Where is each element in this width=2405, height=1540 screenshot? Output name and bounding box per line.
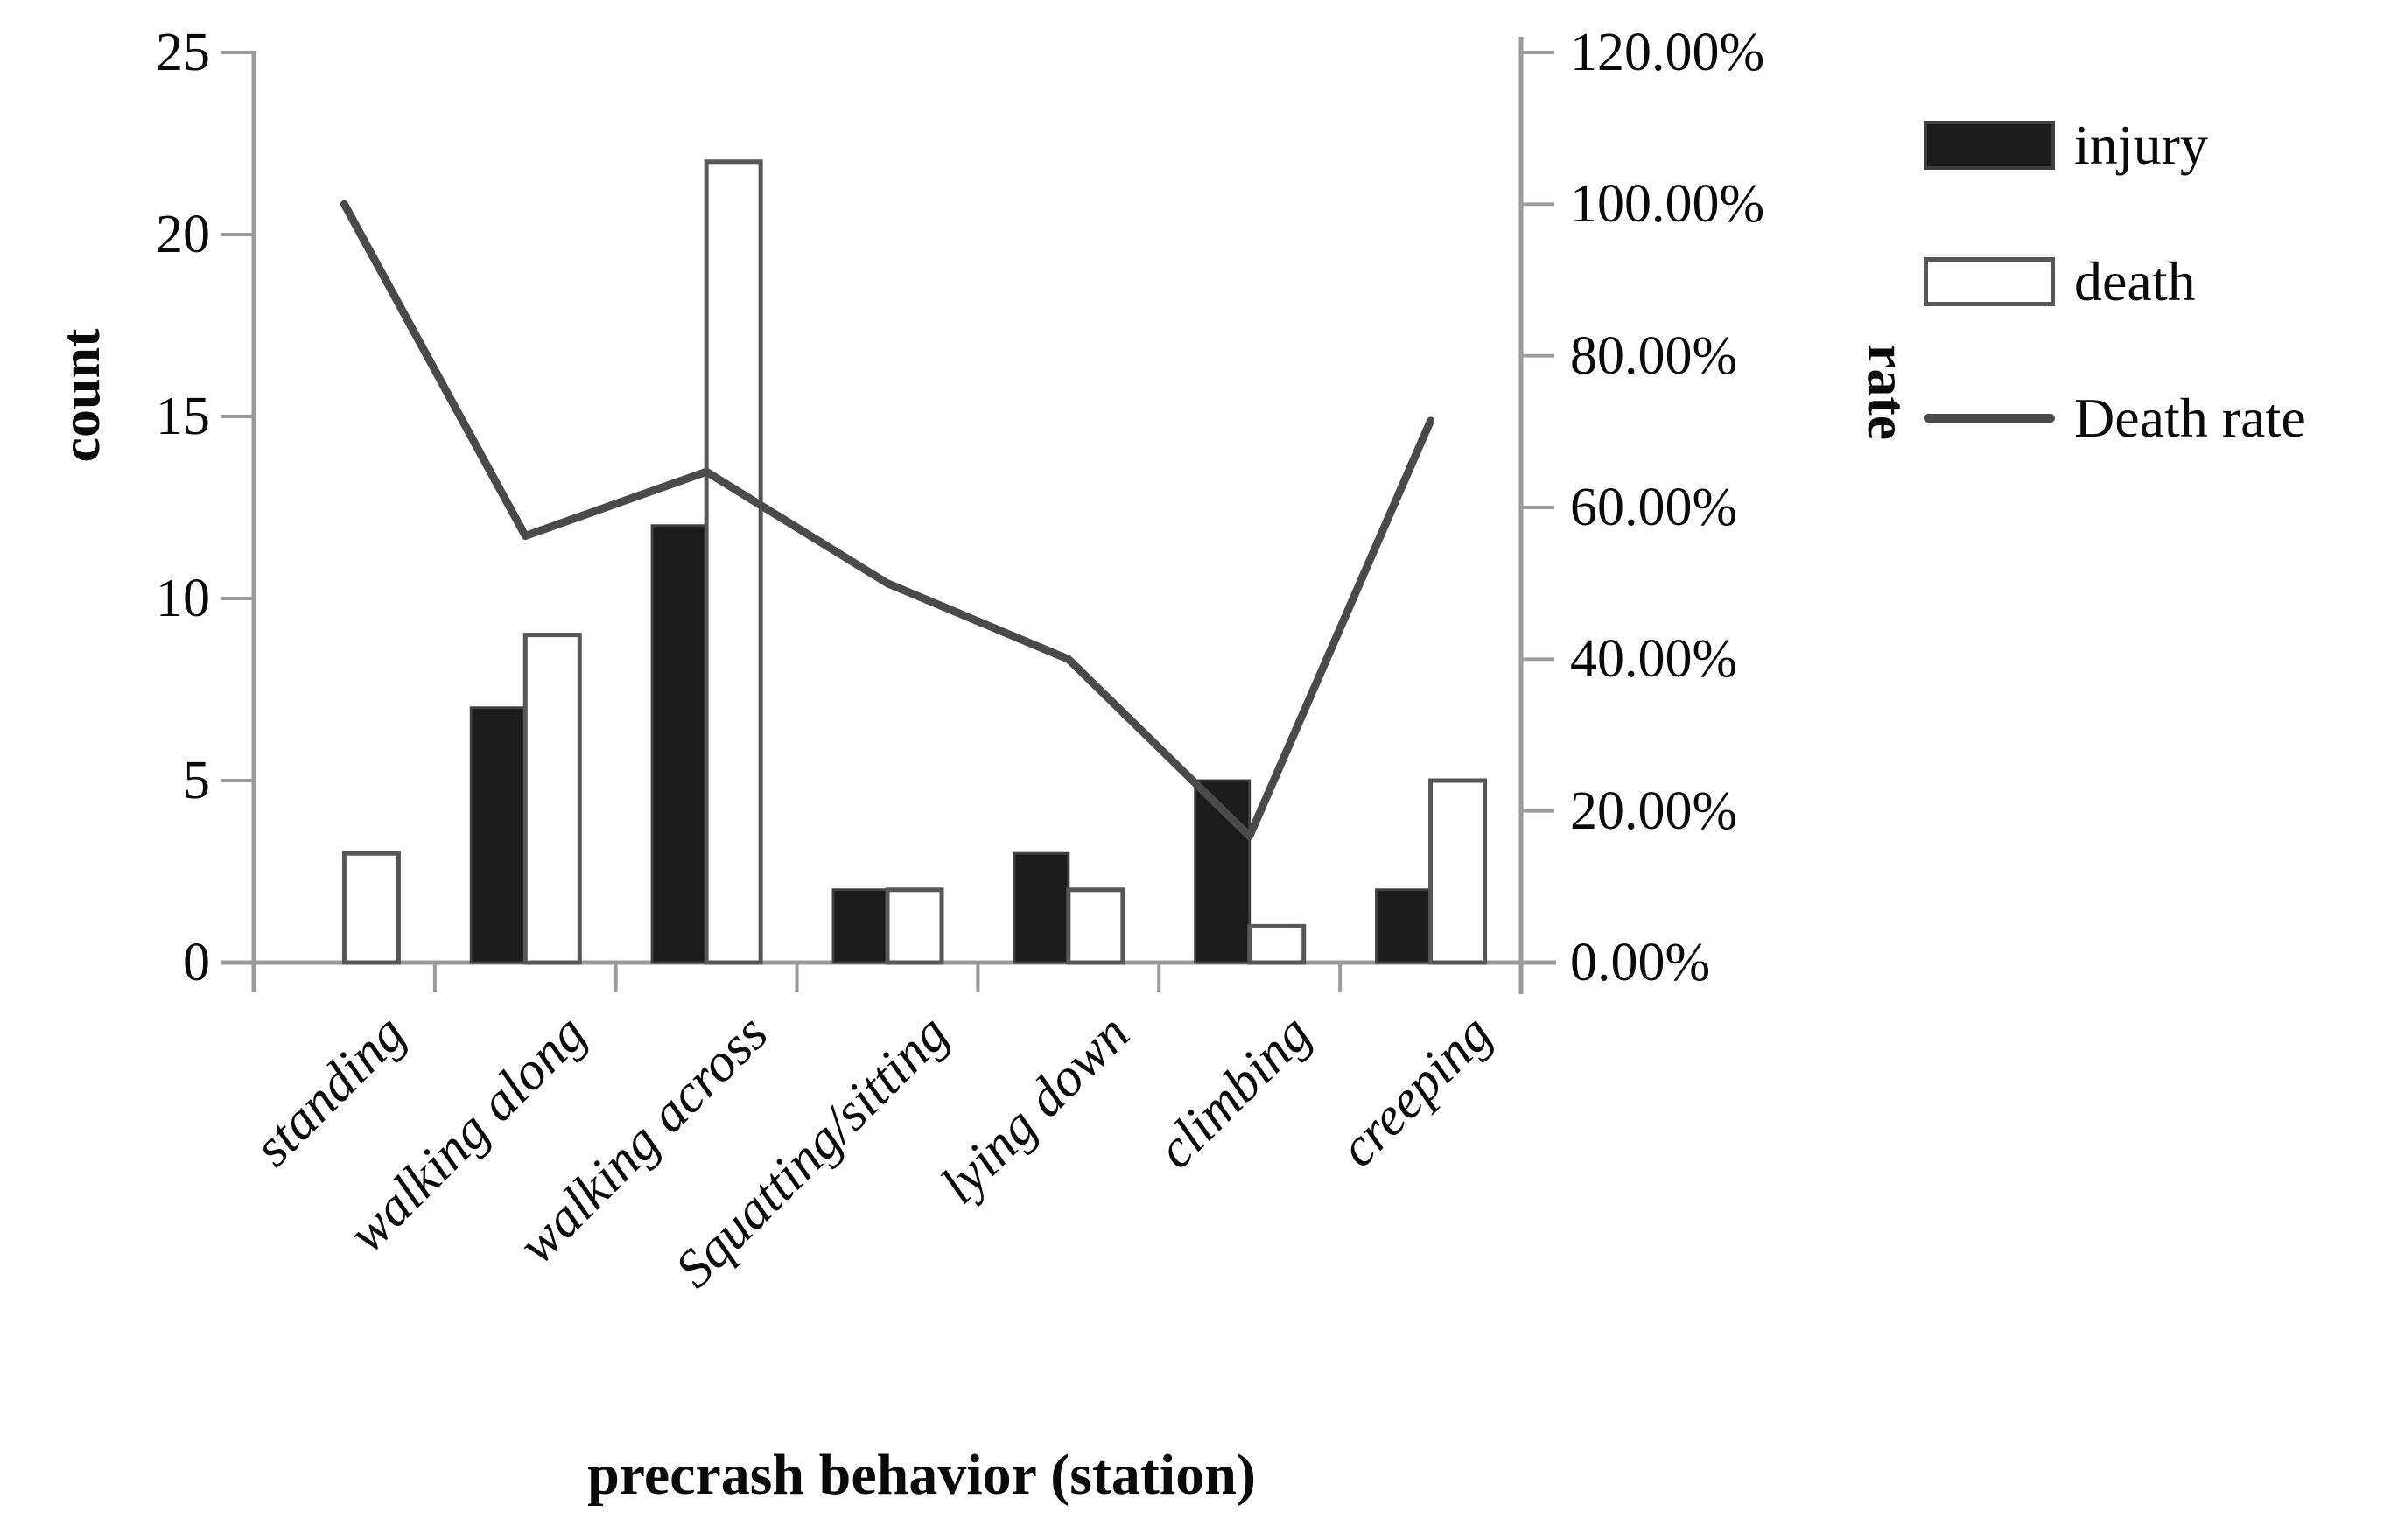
left-axis-tick-label: 15 bbox=[156, 387, 210, 446]
bar-death-walking-across bbox=[704, 159, 763, 965]
left-axis-tick-label: 10 bbox=[156, 569, 210, 628]
legend-label-death: death bbox=[2074, 250, 2196, 312]
line-glyph bbox=[1924, 414, 2055, 423]
injury-bar-swatch-icon bbox=[1924, 121, 2055, 170]
death-bar-swatch-icon bbox=[1924, 257, 2055, 306]
bar-death-climbing bbox=[1247, 923, 1307, 965]
bar-injury-walking-along bbox=[469, 706, 527, 964]
bar-death-lying-down bbox=[1066, 887, 1125, 965]
bar-death-standing bbox=[341, 850, 401, 965]
right-axis-title: rate bbox=[1856, 343, 1918, 441]
bar-injury-squatting-sitting bbox=[831, 888, 889, 964]
bar-injury-creeping bbox=[1375, 888, 1433, 964]
left-axis-tick-label: 0 bbox=[183, 933, 210, 992]
right-axis-tick-label: 40.00% bbox=[1570, 629, 1738, 690]
right-axis-tick-label: 120.00% bbox=[1570, 23, 1765, 82]
left-axis-tick-label: 5 bbox=[183, 751, 210, 810]
legend-item-injury: injury bbox=[1924, 117, 2306, 173]
legend: injury death Death rate bbox=[1924, 117, 2306, 527]
bar-injury-walking-across bbox=[650, 524, 708, 964]
bar-death-walking-along bbox=[522, 633, 582, 965]
right-axis-tick-label: 60.00% bbox=[1570, 478, 1738, 537]
right-axis-tick-label: 20.00% bbox=[1570, 780, 1738, 841]
bar-injury-climbing bbox=[1194, 779, 1252, 964]
left-axis-tick-label: 25 bbox=[156, 23, 210, 82]
death-rate-line-swatch-icon bbox=[1924, 394, 2055, 443]
bar-death-creeping bbox=[1428, 778, 1488, 965]
legend-item-death-rate: Death rate bbox=[1924, 390, 2306, 446]
legend-label-death-rate: Death rate bbox=[2074, 387, 2306, 449]
legend-item-death: death bbox=[1924, 254, 2306, 310]
bar-injury-lying-down bbox=[1013, 851, 1070, 964]
x-axis-title: precrash behavior (station) bbox=[587, 1443, 1256, 1507]
death-rate-line bbox=[340, 200, 1435, 840]
left-axis-tick-label: 20 bbox=[156, 205, 210, 264]
right-axis-tick-label: 100.00% bbox=[1570, 174, 1765, 234]
right-axis-tick-label: 0.00% bbox=[1570, 933, 1711, 992]
left-axis-title: count bbox=[49, 328, 111, 463]
legend-label-injury: injury bbox=[2074, 114, 2208, 176]
bar-death-squatting-sitting bbox=[885, 887, 944, 965]
right-axis-tick-label: 80.00% bbox=[1570, 326, 1738, 386]
